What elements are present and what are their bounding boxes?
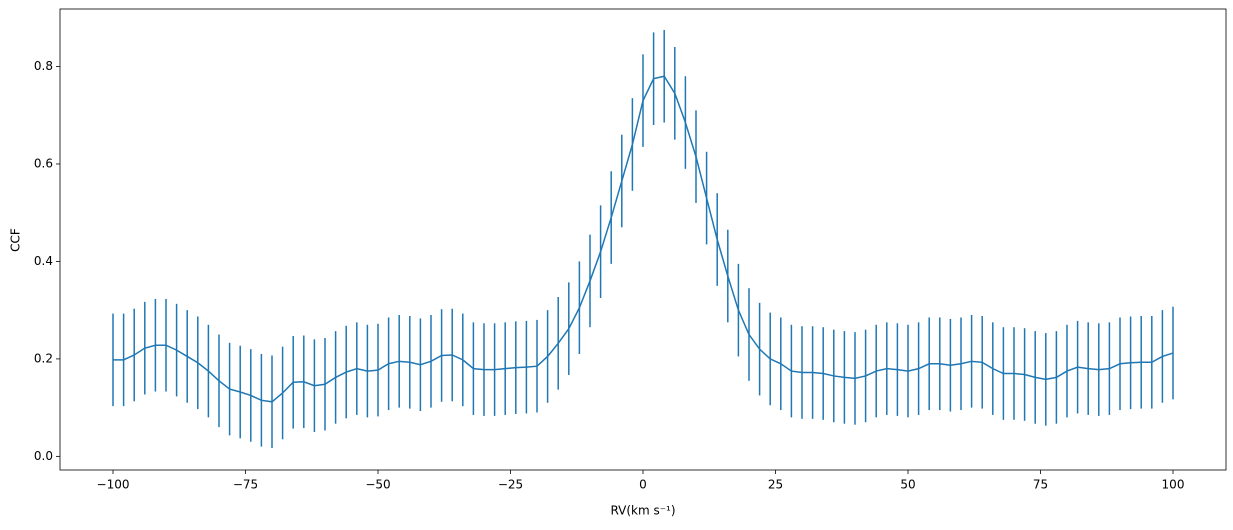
y-tick-label: 0.8 <box>34 59 53 73</box>
y-tick-label: 0.4 <box>34 254 53 268</box>
x-tick-label: −100 <box>97 478 130 492</box>
y-tick-label: 0.0 <box>34 449 53 463</box>
x-tick-label: −50 <box>365 478 390 492</box>
y-tick-label: 0.2 <box>34 351 53 365</box>
x-axis-label: RV(km s⁻¹) <box>610 504 675 518</box>
x-tick-label: 25 <box>768 478 783 492</box>
x-tick-label: 75 <box>1033 478 1048 492</box>
x-tick-label: −75 <box>233 478 258 492</box>
x-tick-label: 100 <box>1162 478 1185 492</box>
x-tick-label: 50 <box>900 478 915 492</box>
line <box>113 75 1174 403</box>
y-tick-label: 0.6 <box>34 156 53 170</box>
y-axis-label: CCF <box>9 228 23 252</box>
x-tick-label: −25 <box>498 478 523 492</box>
x-tick-label: 0 <box>639 478 647 492</box>
